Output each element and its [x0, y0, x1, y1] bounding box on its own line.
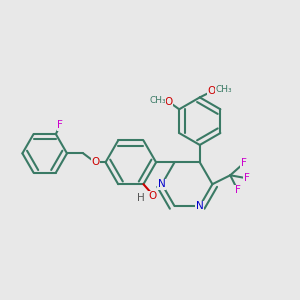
Text: O: O — [165, 97, 173, 107]
Text: F: F — [244, 173, 250, 183]
Text: F: F — [235, 185, 241, 195]
Text: N: N — [196, 201, 204, 211]
Text: CH₃: CH₃ — [215, 85, 232, 94]
Text: N: N — [158, 179, 166, 189]
Text: O: O — [91, 157, 99, 167]
Text: CH₃: CH₃ — [149, 96, 166, 105]
Text: O: O — [148, 191, 157, 201]
Text: H: H — [136, 193, 144, 202]
Text: F: F — [57, 120, 63, 130]
Text: F: F — [241, 158, 247, 168]
Text: O: O — [208, 86, 216, 96]
